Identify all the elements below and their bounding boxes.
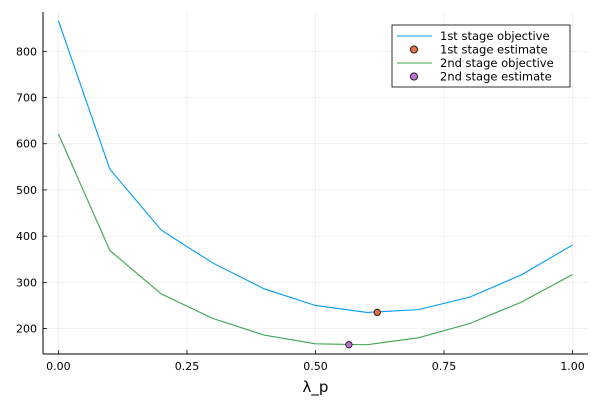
legend-label: 1st stage estimate [440,43,548,57]
y-tick-label: 500 [16,184,37,197]
grid [43,12,588,354]
x-tick-label: 0.75 [432,360,457,373]
x-axis-title: λ_p [303,378,329,397]
x-tick-label: 1.00 [560,360,585,373]
legend-swatch-marker [409,45,418,54]
x-tick-label: 0.25 [175,360,200,373]
estimate-point [373,308,381,317]
y-tick-label: 300 [16,276,37,289]
y-tick-label: 400 [16,230,37,243]
legend-swatch-marker [409,72,418,81]
legend-label: 2nd stage estimate [440,70,552,84]
x-ticks: 0.00 0.25 0.50 0.75 1.00 [46,350,585,373]
series-line-3 [57,133,573,346]
series-line-1 [57,20,573,313]
legend-label: 2nd stage objective [440,56,554,70]
x-tick-label: 0.00 [46,360,71,373]
y-tick-label: 800 [16,45,37,58]
y-tick-label: 700 [16,92,37,105]
legend-box [391,24,571,88]
legend-label: 1st stage objective [440,29,550,43]
estimate-point [345,341,353,349]
y-tick-label: 200 [16,323,37,336]
x-tick-label: 0.50 [303,360,328,373]
series [57,20,573,349]
y-tick-label: 600 [16,138,37,151]
y-ticks: 200 300 400 500 600 700 800 [16,45,47,336]
